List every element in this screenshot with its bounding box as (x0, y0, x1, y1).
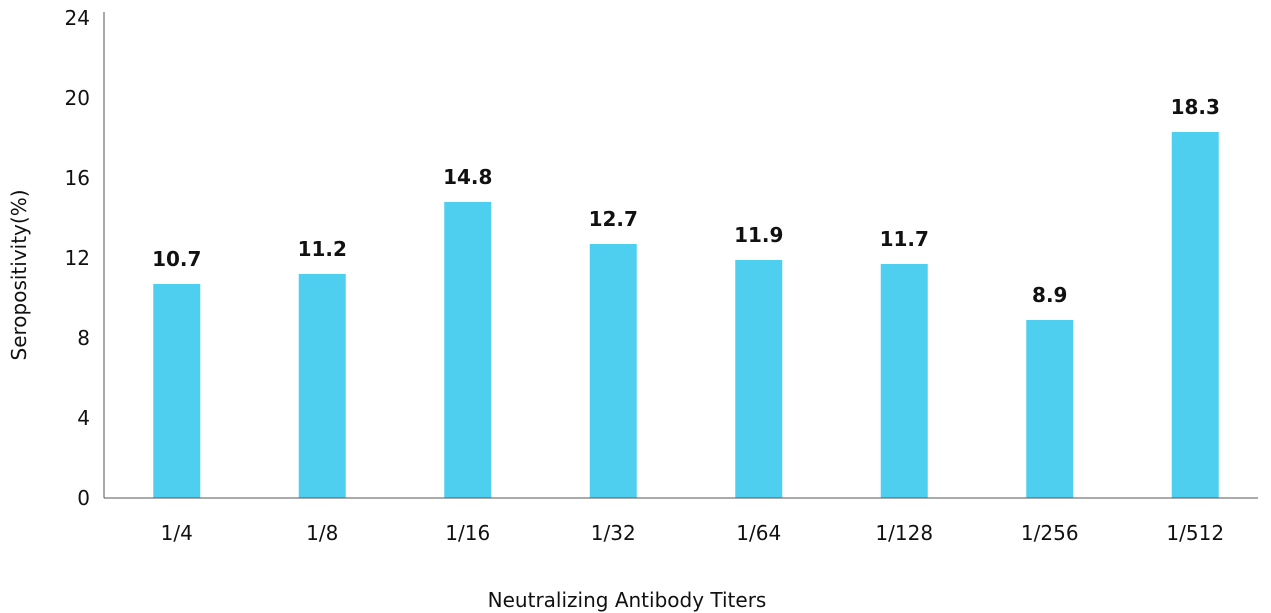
x-tick-label: 1/256 (1021, 521, 1079, 545)
bars (153, 132, 1219, 498)
y-tick-label: 8 (77, 326, 90, 350)
bar (880, 264, 928, 498)
bar-value-label: 11.2 (298, 237, 347, 261)
y-tick-label: 12 (65, 246, 90, 270)
y-tick-label: 16 (65, 166, 90, 190)
x-axis-ticks: 1/4 1/8 1/16 1/32 1/64 1/128 1/256 1/512 (161, 521, 1224, 545)
x-tick-label: 1/64 (736, 521, 781, 545)
y-axis-ticks: 0 4 8 12 16 20 24 (65, 6, 90, 510)
x-tick-label: 1/128 (875, 521, 933, 545)
bar (735, 260, 783, 498)
y-tick-label: 0 (77, 486, 90, 510)
bar-value-label: 12.7 (589, 207, 638, 231)
bar-value-label: 8.9 (1032, 283, 1067, 307)
bar-value-label: 18.3 (1171, 95, 1220, 119)
bar (444, 202, 492, 498)
x-axis-title: Neutralizing Antibody Titers (488, 588, 767, 612)
x-tick-label: 1/512 (1166, 521, 1224, 545)
bar-value-label: 10.7 (152, 247, 201, 271)
y-tick-label: 24 (65, 6, 90, 30)
x-tick-label: 1/8 (306, 521, 338, 545)
x-tick-label: 1/32 (591, 521, 636, 545)
bar (298, 274, 346, 498)
x-tick-label: 1/4 (161, 521, 193, 545)
y-axis-title: Seropositivity(%) (7, 189, 31, 360)
x-tick-label: 1/16 (445, 521, 490, 545)
bar (153, 284, 201, 498)
data-labels: 10.7 11.2 14.8 12.7 11.9 11.7 8.9 18.3 (152, 95, 1220, 307)
bar-value-label: 11.7 (880, 227, 929, 251)
bar-value-label: 11.9 (734, 223, 783, 247)
bar (1171, 132, 1219, 498)
bar-value-label: 14.8 (443, 165, 492, 189)
y-tick-label: 20 (65, 86, 90, 110)
y-tick-label: 4 (77, 406, 90, 430)
bar (589, 244, 637, 498)
bar (1026, 320, 1074, 498)
